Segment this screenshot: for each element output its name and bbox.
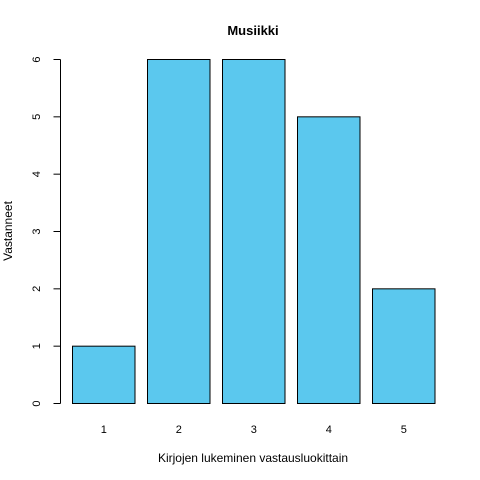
y-axis-label: Vastanneet: [1, 200, 15, 260]
x-tick-label: 5: [401, 424, 407, 436]
x-axis-label: Kirjojen lukeminen vastausluokittain: [158, 451, 348, 465]
x-tick-label: 2: [176, 424, 182, 436]
bar-3: [222, 59, 286, 404]
y-axis: 0 1 2 3 4 5 6: [31, 56, 61, 407]
bar-1: [72, 345, 136, 404]
y-tick-label: 4: [31, 171, 43, 177]
bar-5: [372, 288, 436, 405]
chart-title: Musiikki: [227, 23, 278, 38]
bar-2: [147, 59, 211, 404]
y-tick-label: 0: [31, 400, 43, 406]
x-tick-labels: 1 2 3 4 5: [101, 424, 407, 436]
x-tick-label: 4: [326, 424, 332, 436]
bar-4: [297, 116, 361, 404]
bars-group: [72, 59, 436, 405]
y-tick-label: 5: [31, 114, 43, 120]
y-tick-label: 3: [31, 228, 43, 234]
x-tick-label: 3: [251, 424, 257, 436]
y-tick-label: 1: [31, 343, 43, 349]
y-tick-label: 2: [31, 286, 43, 292]
x-tick-label: 1: [101, 424, 107, 436]
y-tick-label: 6: [31, 56, 43, 62]
